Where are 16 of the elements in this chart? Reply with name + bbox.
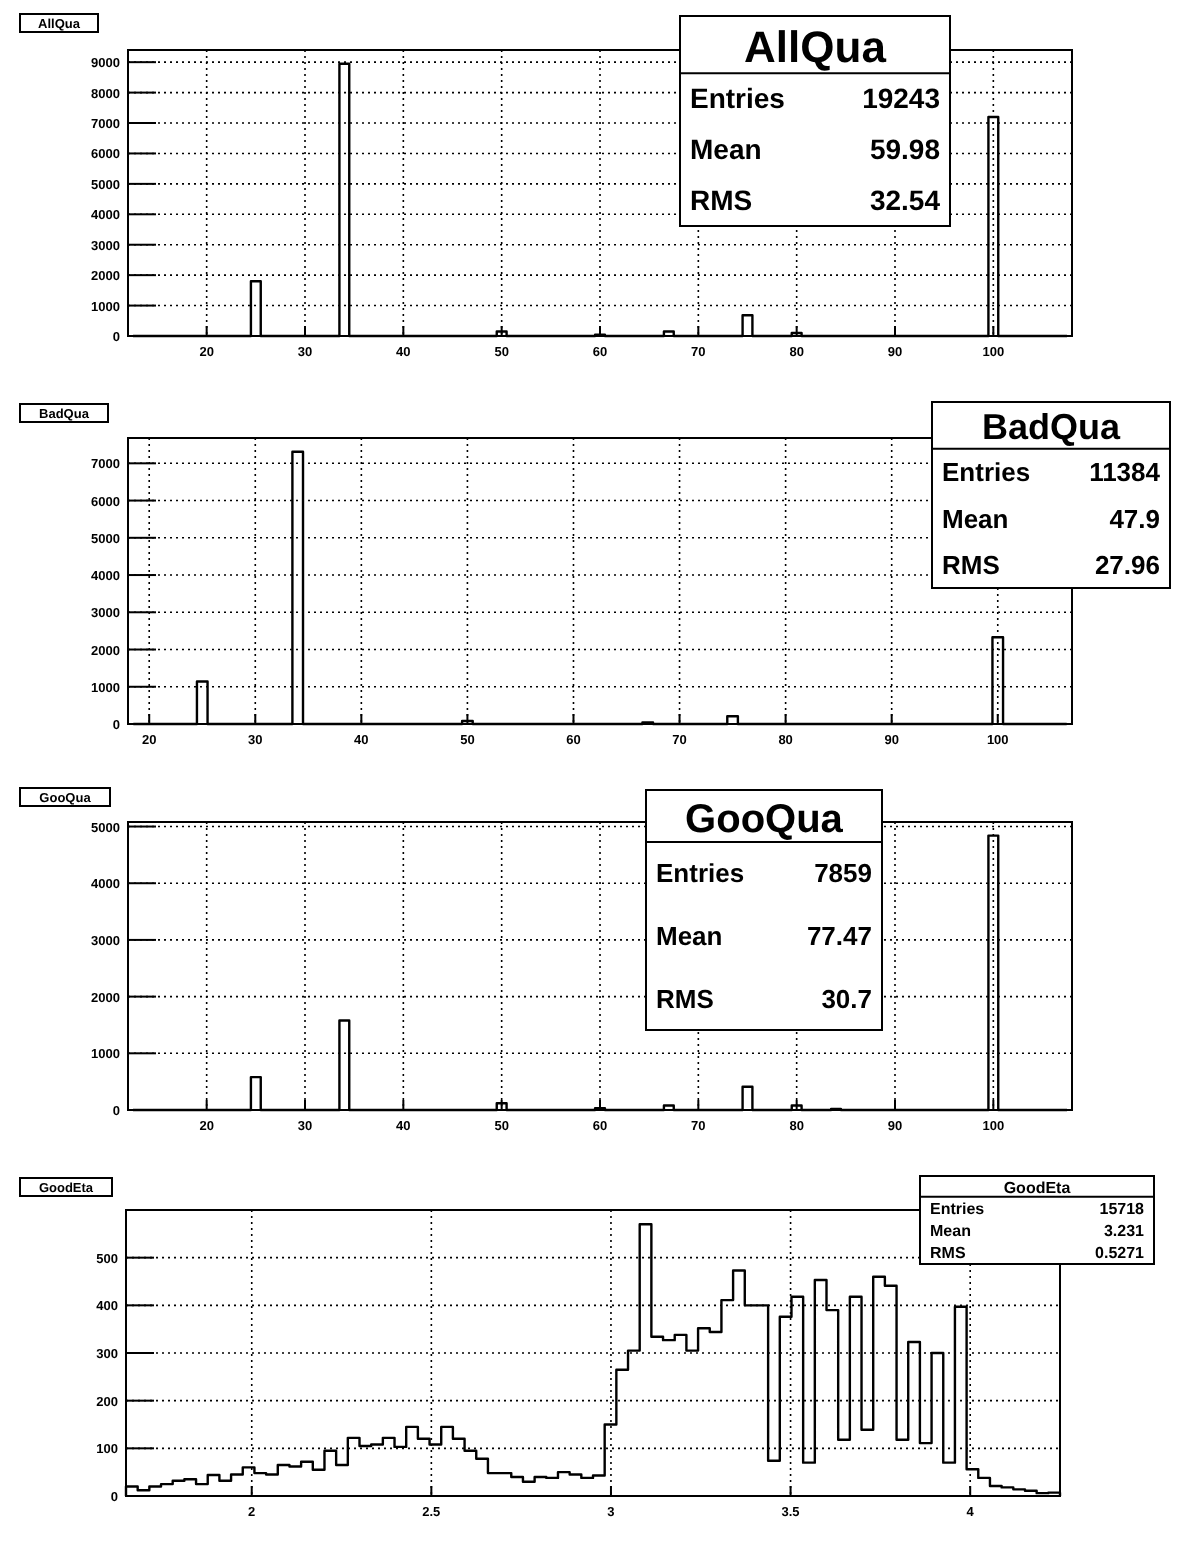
text: Mean 77.47 bbox=[656, 921, 872, 952]
text: RMS 0.5271 bbox=[930, 1244, 1144, 1263]
text: Entries 19243 bbox=[690, 82, 940, 115]
chart-title: AllQua bbox=[744, 21, 888, 72]
text: Entries 7859 bbox=[656, 858, 872, 889]
text: Mean 59.98 bbox=[690, 133, 940, 166]
chart-title: BadQua bbox=[981, 407, 1122, 448]
text: Mean 47.9 bbox=[942, 503, 1160, 534]
text: Entries 11384 bbox=[942, 457, 1160, 488]
chart-title: GooQua bbox=[685, 797, 845, 842]
chart-title: GoodEta bbox=[1003, 1178, 1072, 1197]
text: RMS 32.54 bbox=[690, 184, 940, 217]
text: RMS 30.7 bbox=[656, 983, 872, 1014]
text: RMS 27.96 bbox=[942, 549, 1160, 580]
text: Mean 3.231 bbox=[930, 1222, 1144, 1240]
text: Entries 15718 bbox=[930, 1199, 1144, 1218]
